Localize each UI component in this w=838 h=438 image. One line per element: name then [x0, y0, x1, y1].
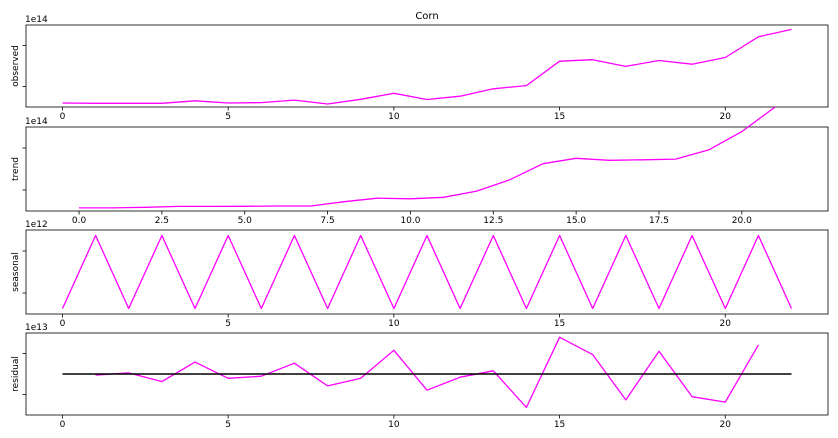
x-tick-label: 20 — [720, 319, 732, 329]
x-tick-label: 0.0 — [72, 216, 87, 226]
series-line-residual-0 — [95, 336, 759, 409]
x-tick-label: 12.5 — [483, 216, 503, 226]
x-tick-label: 15 — [554, 319, 565, 329]
series-line-seasonal-0 — [61, 234, 793, 310]
x-tick-label: 10 — [388, 319, 400, 329]
x-tick-label: 20.0 — [732, 216, 752, 226]
y-exponent-label: 1e14 — [25, 15, 48, 25]
y-axis-label: trend — [11, 157, 21, 181]
x-tick-label: 20 — [720, 112, 732, 122]
y-exponent-label: 1e14 — [25, 117, 48, 127]
x-tick-label: 10 — [388, 420, 400, 430]
y-exponent-label: 1e13 — [25, 323, 48, 333]
y-exponent-label: 1e12 — [25, 220, 48, 230]
x-tick-label: 7.5 — [320, 216, 334, 226]
x-tick-label: 15 — [554, 112, 565, 122]
x-tick-label: 5.0 — [238, 216, 253, 226]
x-tick-label: 0 — [60, 319, 66, 329]
x-tick-label: 15.0 — [566, 216, 586, 226]
x-tick-label: 2.5 — [155, 216, 169, 226]
axes-frame-residual — [25, 332, 829, 416]
x-tick-label: 10 — [388, 112, 400, 122]
series-line-trend-0 — [79, 106, 776, 209]
x-tick-label: 5 — [225, 112, 231, 122]
series-line-observed-0 — [62, 28, 792, 105]
x-tick-label: 17.5 — [649, 216, 669, 226]
x-tick-label: 20 — [720, 420, 732, 430]
y-axis-label: seasonal — [11, 252, 21, 292]
y-axis-label: observed — [11, 45, 21, 87]
x-tick-label: 0 — [60, 112, 66, 122]
axes-frame-observed — [25, 24, 829, 108]
axes-frame-trend — [25, 126, 829, 212]
x-tick-label: 10.0 — [400, 216, 420, 226]
x-tick-label: 15 — [554, 420, 565, 430]
y-axis-label: residual — [11, 356, 21, 392]
axes-frame-seasonal — [25, 229, 829, 315]
chart-title: Corn — [415, 11, 438, 22]
x-tick-label: 0 — [60, 420, 66, 430]
x-tick-label: 5 — [225, 319, 231, 329]
x-tick-label: 5 — [225, 420, 231, 430]
